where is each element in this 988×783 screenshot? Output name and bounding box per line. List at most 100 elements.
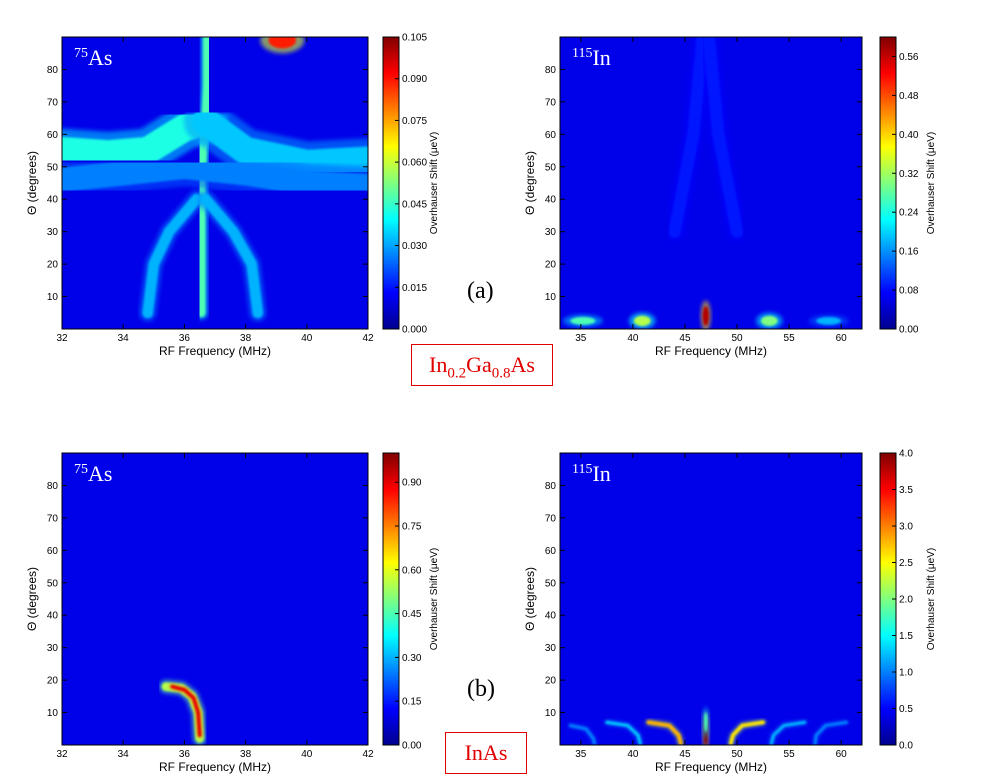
y-tick-label: 80: [545, 481, 557, 492]
nucleus-symbol: As: [88, 461, 112, 486]
x-tick-label: 32: [56, 333, 68, 344]
x-tick-label: 34: [118, 333, 130, 344]
y-tick-label: 70: [545, 97, 557, 108]
y-axis-label: Θ (degrees): [25, 151, 39, 215]
nucleus-mass: 115: [572, 46, 592, 61]
x-tick-label: 40: [627, 749, 639, 760]
x-tick-label: 45: [679, 749, 691, 760]
y-tick-label: 10: [47, 292, 59, 303]
colorbar-tick-label: 0.090: [402, 74, 427, 85]
material-text-part: In: [429, 352, 448, 377]
y-tick-label: 80: [545, 65, 557, 76]
colorbar-tick-label: 0.56: [899, 52, 919, 63]
panel-a-in: 35 40 45 50 55 60 10 20 30 40 50 60 70 80 RF Frequency…: [523, 36, 937, 358]
colorbar-tick-label: 0.75: [402, 522, 422, 533]
x-tick-label: 35: [575, 333, 587, 344]
y-tick-label: 40: [47, 195, 59, 206]
x-axis-label: RF Frequency (MHz): [655, 760, 767, 774]
plot-frame: [559, 452, 863, 746]
heatmap-ridge: [813, 720, 848, 745]
heatmap-ridge: [200, 193, 264, 319]
heatmap-blob: [704, 712, 708, 733]
plot-frame: [61, 452, 369, 746]
y-tick-label: 20: [545, 260, 557, 271]
heatmap-features: [563, 706, 862, 745]
heatmap-blob: [633, 315, 651, 327]
y-tick-label: 40: [47, 611, 59, 622]
colorbar-tick-label: 0.30: [402, 653, 422, 664]
colorbar-tick-label: 0.5: [899, 704, 913, 715]
y-tick-label: 20: [47, 260, 59, 271]
x-tick-label: 38: [240, 749, 252, 760]
material-text-part: As: [510, 352, 535, 377]
nucleus-symbol: As: [88, 45, 112, 70]
x-axis-label: RF Frequency (MHz): [159, 760, 271, 774]
x-tick-label: 60: [836, 749, 848, 760]
y-axis-label: Θ (degrees): [523, 567, 537, 631]
colorbar-tick-label: 3.0: [899, 522, 913, 533]
colorbar-label: Overhauser Shift (μeV): [429, 548, 440, 650]
nucleus-label: 75As: [74, 45, 112, 70]
heatmap-ridge: [142, 193, 202, 319]
y-tick-label: 70: [47, 97, 59, 108]
colorbar-tick-label: 0.045: [402, 199, 427, 210]
y-tick-label: 80: [47, 481, 59, 492]
x-tick-label: 40: [627, 333, 639, 344]
nucleus-label: 75As: [74, 461, 112, 486]
colorbar-tick-label: 0.0: [899, 741, 913, 752]
heatmap-ridge: [728, 720, 765, 745]
y-tick-label: 60: [47, 546, 59, 557]
heatmap-features: [562, 37, 849, 329]
heatmap-ridge: [668, 37, 709, 238]
y-tick-label: 60: [545, 130, 557, 141]
y-tick-label: 30: [545, 227, 557, 238]
material-label-ingaas: In0.2Ga0.8As: [411, 344, 553, 386]
x-tick-label: 32: [56, 749, 68, 760]
y-tick-label: 30: [545, 643, 557, 654]
y-tick-label: 70: [545, 513, 557, 524]
heatmap-ridge: [568, 723, 596, 745]
x-tick-label: 40: [301, 333, 313, 344]
colorbar-tick-label: 0.16: [899, 247, 919, 258]
heatmap-ridge: [170, 684, 202, 738]
x-tick-label: 50: [731, 333, 743, 344]
colorbar-tick-label: 0.60: [402, 565, 422, 576]
plot-frame: [61, 36, 369, 330]
colorbar-tick-label: 0.00: [899, 325, 919, 336]
heatmap-blob: [760, 315, 778, 327]
colorbar-tick-label: 1.0: [899, 668, 913, 679]
panel-b-in: 35 40 45 50 55 60 10 20 30 40 50 60 70 80 RF Frequency…: [523, 449, 937, 775]
nucleus-label: 115In: [572, 45, 611, 70]
x-tick-label: 42: [362, 333, 374, 344]
x-tick-label: 34: [118, 749, 130, 760]
y-tick-label: 70: [47, 513, 59, 524]
colorbar: [382, 36, 400, 330]
x-tick-label: 42: [362, 749, 374, 760]
y-tick-label: 80: [47, 65, 59, 76]
y-tick-label: 10: [545, 708, 557, 719]
heatmap-background: [62, 453, 368, 745]
heatmap-background: [560, 453, 862, 745]
heatmap-ridge: [702, 37, 744, 238]
colorbar-tick-label: 0.40: [899, 130, 919, 141]
y-tick-label: 50: [545, 162, 557, 173]
colorbar-tick-label: 0.000: [402, 325, 427, 336]
y-tick-label: 20: [47, 676, 59, 687]
y-tick-label: 50: [47, 578, 59, 589]
heatmap-features: [62, 37, 368, 325]
y-tick-label: 50: [545, 578, 557, 589]
panel-label-a: (a): [467, 278, 494, 304]
x-tick-label: 55: [784, 749, 796, 760]
panel-label-b: (b): [467, 676, 495, 702]
x-axis-label: RF Frequency (MHz): [655, 344, 767, 358]
colorbar-tick-label: 0.15: [402, 697, 422, 708]
x-tick-label: 50: [731, 749, 743, 760]
y-tick-label: 20: [545, 676, 557, 687]
nucleus-symbol: In: [592, 45, 610, 70]
y-axis-label: Θ (degrees): [25, 567, 39, 631]
y-tick-label: 40: [545, 611, 557, 622]
x-tick-label: 36: [179, 333, 191, 344]
colorbar-tick-label: 1.5: [899, 631, 913, 642]
x-tick-label: 36: [179, 749, 191, 760]
x-tick-label: 40: [301, 749, 313, 760]
